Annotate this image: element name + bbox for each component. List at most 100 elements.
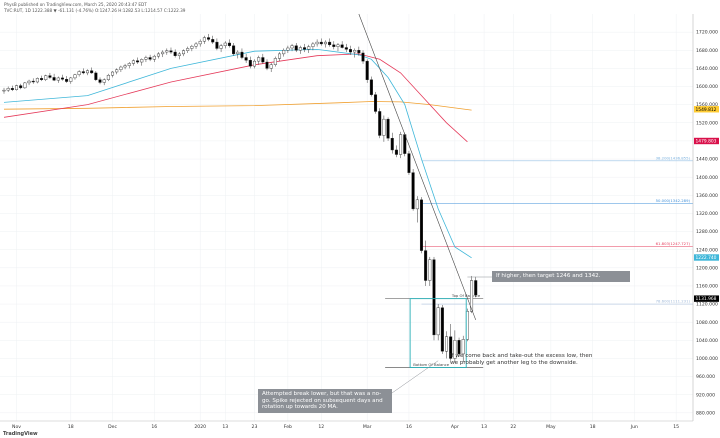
candle <box>69 76 73 84</box>
candle <box>428 256 432 286</box>
candle-body <box>232 45 236 55</box>
candle <box>315 39 319 47</box>
candle-body <box>144 57 148 60</box>
candle-body <box>461 339 465 355</box>
price-marker-label: 1479.803 <box>696 139 717 145</box>
candle-body <box>152 55 156 60</box>
candle-body <box>470 280 474 312</box>
candle-body <box>115 69 119 73</box>
time-tick-label: 12 <box>318 424 324 430</box>
candle-body <box>261 57 265 63</box>
price-tick-label: 1240.000 <box>696 247 718 253</box>
candle-body <box>374 94 378 112</box>
candle <box>169 47 173 54</box>
time-tick-label: May <box>546 424 556 430</box>
price-tick-label: 1120.000 <box>696 302 718 308</box>
candle <box>390 132 394 154</box>
candle <box>165 48 169 55</box>
candle-body <box>48 75 52 78</box>
candle-body <box>365 60 369 80</box>
candle <box>369 76 373 97</box>
candle <box>144 55 148 63</box>
candle-body <box>202 37 206 42</box>
level-label: 61.803(1247.727) <box>656 241 691 246</box>
price-axis[interactable]: 880.000 920.000 960.000 1000.000 1040.000 108… <box>692 0 720 438</box>
candle-body <box>328 41 332 46</box>
callout-leader-break <box>391 360 439 394</box>
candle-body <box>23 82 27 89</box>
candle-body <box>40 78 44 80</box>
candle <box>353 48 357 58</box>
candle-body <box>65 79 69 82</box>
price-tick-label: 1040.000 <box>696 338 718 344</box>
candle <box>85 69 89 76</box>
candle-body <box>177 53 181 56</box>
candle <box>123 63 127 70</box>
balance-box <box>409 298 467 368</box>
candle <box>2 87 6 94</box>
candle-body <box>211 39 215 43</box>
price-tick-label: 960.000 <box>696 374 715 380</box>
candle <box>240 48 244 60</box>
candle <box>399 131 403 159</box>
time-axis[interactable]: Nov 18 Dec 16 2020 13 23 Feb 12 Mar 16 Apr 13 22 May 18… <box>0 420 693 430</box>
candle <box>102 78 106 86</box>
candle <box>23 81 27 89</box>
time-tick-label: 18 <box>590 424 596 430</box>
candle-body <box>394 149 398 155</box>
candle-body <box>294 45 298 51</box>
candle-body <box>298 47 302 51</box>
time-tick-label: Dec <box>108 424 117 430</box>
candle-body <box>336 44 340 47</box>
candle-body <box>449 336 453 359</box>
price-marker <box>694 254 719 261</box>
trendline <box>358 13 477 321</box>
candle-body <box>307 46 311 50</box>
candle <box>323 40 327 48</box>
candle-body <box>436 307 440 336</box>
candle-body <box>407 153 411 173</box>
price-marker-label: 1222.740 <box>696 255 717 261</box>
price-tick-label: 1640.000 <box>696 66 718 72</box>
drawings <box>358 13 492 394</box>
candle <box>60 74 64 81</box>
price-marker <box>694 295 719 302</box>
candle-body <box>111 71 115 76</box>
candle-body <box>227 42 231 46</box>
candle <box>44 74 48 82</box>
candle <box>411 169 415 211</box>
time-tick-label: 2020 <box>194 424 206 430</box>
candle-body <box>445 336 449 352</box>
candle <box>286 45 290 53</box>
candle-body <box>269 64 273 69</box>
time-tick-label: Apr <box>451 424 459 430</box>
candle-body <box>161 51 165 55</box>
candle-body <box>311 43 315 47</box>
candle-body <box>98 79 102 83</box>
candle <box>424 240 428 286</box>
candle-body <box>173 51 177 56</box>
candle <box>332 41 336 50</box>
candle <box>227 39 231 48</box>
candle <box>474 276 478 298</box>
price-tick-label: 1560.000 <box>696 102 718 108</box>
candle-body <box>315 41 319 45</box>
candle <box>282 48 286 57</box>
candle <box>357 46 361 56</box>
candle <box>198 39 202 47</box>
time-tick-label: Mar <box>363 424 372 430</box>
candle-body <box>123 65 127 68</box>
candle <box>269 62 273 73</box>
price-tick-label: 920.000 <box>696 392 715 398</box>
candle-body <box>165 50 169 53</box>
candle <box>65 76 69 83</box>
candle-body <box>273 58 277 65</box>
candle <box>378 108 382 139</box>
candle-body <box>349 49 352 53</box>
time-tick-label: 23 <box>252 424 258 430</box>
candle <box>415 196 419 223</box>
candles <box>2 33 478 363</box>
candle <box>19 83 23 90</box>
candle <box>248 56 252 69</box>
